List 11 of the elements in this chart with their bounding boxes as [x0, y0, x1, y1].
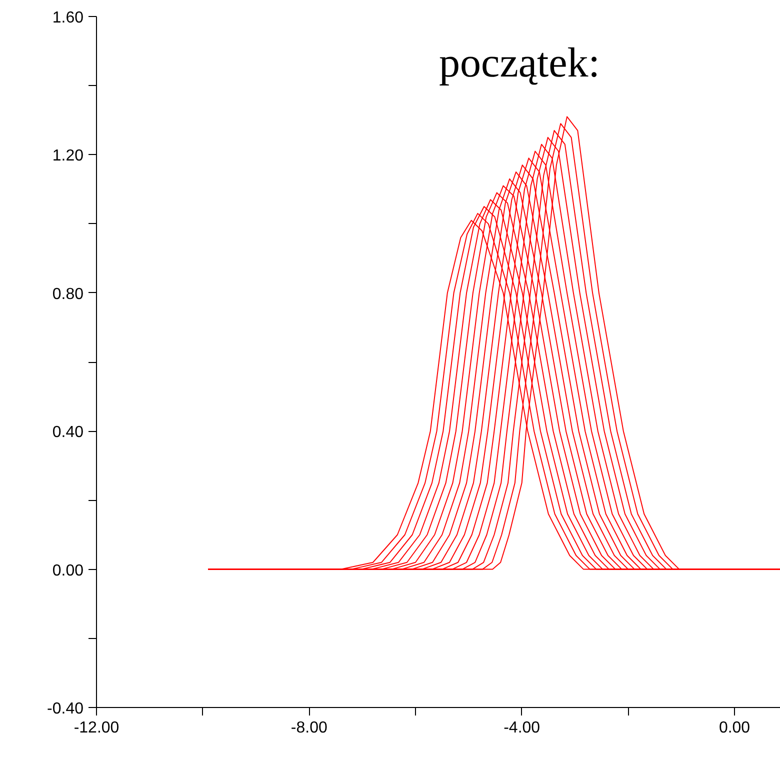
y-tick-label: 0.80 — [52, 286, 84, 303]
y-tick-label: 1.60 — [52, 10, 84, 26]
y-tick-label: 0.00 — [52, 562, 84, 580]
x-tick-label: 0.00 — [718, 720, 750, 736]
y-tick-label: 1.20 — [52, 148, 84, 165]
y-tick-label: -0.40 — [47, 700, 84, 718]
y-tick-label: 0.40 — [52, 424, 84, 442]
x-tick-label: -8.00 — [290, 720, 328, 736]
x-tick-label: -4.00 — [504, 720, 540, 736]
text: początek: — [439, 40, 600, 86]
x-tick-label: -12.00 — [74, 720, 120, 736]
